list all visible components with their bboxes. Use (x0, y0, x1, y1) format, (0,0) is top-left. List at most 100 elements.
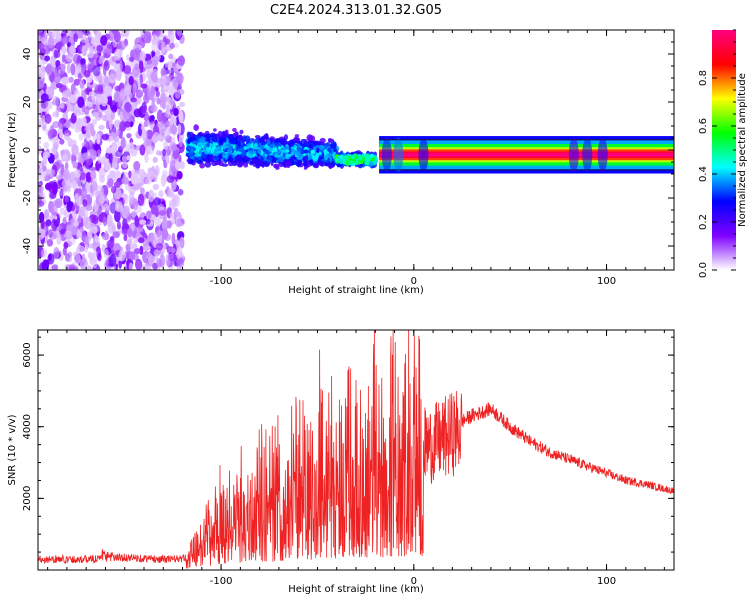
heatmap-cell (92, 135, 97, 141)
heatmap-cell (282, 162, 287, 168)
heatmap-cell (130, 97, 137, 103)
heatmap-cell (97, 152, 101, 164)
heatmap-cell (110, 109, 115, 121)
heatmap-cell (151, 40, 159, 53)
heatmap-cell (288, 141, 295, 147)
heatmap-cell (146, 144, 155, 155)
heatmap-cell (194, 135, 201, 139)
snr-frame (37, 329, 675, 571)
heatmap-peak (333, 148, 337, 153)
heatmap-peak (282, 152, 286, 158)
heatmap-cell (167, 220, 172, 229)
heatmap-cell (77, 189, 83, 197)
heatmap-cell (78, 133, 84, 141)
heatmap-cell (137, 123, 143, 136)
heatmap-peak (338, 154, 344, 159)
snr-y-axis-label: SNR (10 * v/v) (7, 414, 18, 485)
heatmap-cell (38, 182, 42, 194)
colorbar-label: Normalized spectral amplitude (737, 73, 748, 227)
heatmap-cell (156, 90, 160, 98)
heatmap-cell (108, 118, 113, 131)
heatmap-peak (365, 157, 370, 162)
snr-line (38, 330, 674, 569)
heatmap-cell (62, 35, 70, 45)
heatmap-peak (315, 153, 319, 159)
heatmap-peak (296, 151, 302, 157)
heatmap-peak (196, 146, 202, 150)
heatmap-cell (61, 54, 66, 63)
heatmap-cell (130, 203, 135, 210)
heatmap-peak (272, 147, 278, 153)
heatmap-cell (58, 118, 65, 130)
heatmap-cell (131, 211, 138, 218)
heatmap-cell (134, 162, 140, 175)
heatmap-peak (243, 146, 248, 150)
heatmap-cell (43, 30, 49, 37)
heatmap-cell (124, 101, 132, 113)
heatmap-cell (303, 165, 308, 170)
heatmap-peak (257, 149, 262, 155)
heatmap-cell (40, 218, 45, 230)
heatmap-cell (65, 54, 74, 63)
heatmap-cell (66, 63, 71, 74)
heatmap-cell (174, 42, 179, 49)
heatmap-cell (102, 232, 110, 241)
heatmap-cell (267, 156, 273, 163)
heatmap-cell (171, 194, 177, 207)
heatmap-cell (176, 247, 183, 260)
heatmap-cell (151, 134, 159, 144)
heatmap-cell (296, 160, 301, 168)
heatmap-cell (98, 191, 103, 204)
heatmap-cell (318, 141, 325, 146)
heatmap-cell (254, 134, 261, 139)
heatmap-cell (104, 162, 112, 171)
heatmap-cell (135, 89, 144, 99)
heatmap-cell (217, 130, 223, 137)
spectrogram-y-tick-label: -20 (22, 190, 33, 206)
heatmap-cell (62, 154, 67, 160)
heatmap-cell (126, 132, 132, 139)
heatmap-cell (71, 225, 77, 236)
heatmap-cell (73, 109, 81, 117)
heatmap-cell (79, 79, 85, 89)
heatmap-cell (47, 35, 54, 49)
heatmap-cell (42, 165, 47, 172)
spectrogram-y-tick-label: 0 (22, 147, 33, 153)
heatmap-cell (87, 36, 96, 43)
heatmap-cell (39, 37, 47, 43)
heatmap-cell (307, 162, 311, 168)
spectrogram-heatmap (38, 30, 674, 270)
heatmap-cell (73, 78, 80, 86)
heatmap-cell (38, 81, 42, 90)
heatmap-cell (249, 161, 254, 166)
heatmap-cell (176, 170, 183, 180)
heatmap-cell (97, 84, 103, 96)
snr-x-tick-label: 0 (411, 576, 417, 587)
heatmap-cell (73, 33, 78, 43)
heatmap-cell (140, 124, 145, 131)
heatmap-cell (76, 230, 83, 238)
heatmap-cell (127, 227, 133, 238)
heatmap-cell (263, 162, 270, 168)
heatmap-cell (139, 187, 145, 194)
heatmap-cell (122, 193, 129, 205)
heatmap-cell (150, 115, 155, 122)
heatmap-cell (228, 133, 235, 142)
heatmap-cell (64, 195, 69, 203)
heatmap-cell (132, 82, 137, 95)
heatmap-peak (335, 157, 339, 162)
heatmap-cell (155, 30, 161, 37)
heatmap-cell (178, 110, 184, 124)
heatmap-cell (101, 133, 110, 141)
heatmap-cell (159, 122, 164, 128)
heatmap-cell (178, 101, 186, 108)
heatmap-cell (128, 251, 136, 261)
heatmap-cell (134, 63, 140, 71)
heatmap-cell (285, 159, 292, 166)
heatmap-cell (70, 217, 76, 224)
heatmap-cell (134, 258, 143, 270)
heatmap-cell (137, 237, 145, 244)
heatmap-cell (117, 40, 126, 52)
heatmap-cell (86, 122, 95, 132)
spectrogram-y-tick-label: 20 (22, 96, 33, 109)
